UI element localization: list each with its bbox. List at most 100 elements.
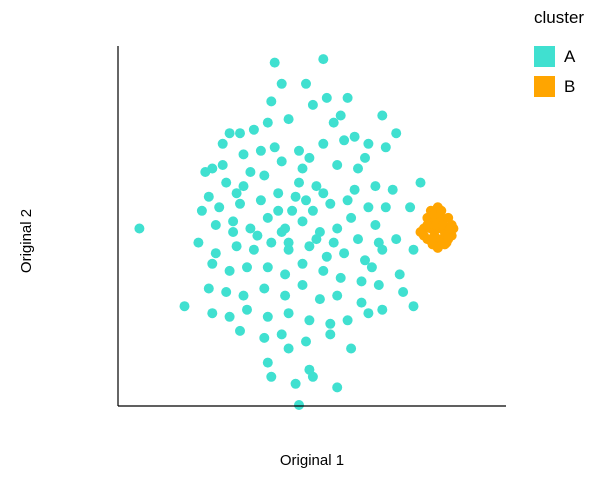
point-a-35	[370, 181, 381, 192]
series-b	[415, 202, 459, 253]
point-a-118	[287, 205, 298, 216]
point-a-105	[276, 329, 287, 340]
point-a-60	[193, 237, 204, 248]
point-a-4	[269, 57, 280, 68]
point-a-130	[380, 202, 391, 213]
point-a-5	[318, 54, 329, 65]
point-a-9	[307, 99, 318, 110]
point-a-93	[408, 301, 419, 312]
point-a-11	[377, 110, 388, 121]
point-a-124	[311, 234, 322, 245]
point-a-120	[273, 188, 284, 199]
point-a-17	[328, 117, 339, 128]
point-a-50	[228, 216, 239, 227]
point-a-71	[207, 258, 218, 269]
point-a-48	[196, 205, 207, 216]
point-a-36	[203, 191, 214, 202]
point-a-65	[283, 244, 294, 255]
point-a-41	[290, 191, 301, 202]
point-a-119	[301, 195, 311, 206]
point-a-136	[269, 142, 280, 153]
point-b-18	[415, 227, 426, 237]
point-b-24	[422, 220, 433, 230]
point-a-31	[297, 163, 308, 174]
point-a-113	[290, 378, 301, 389]
point-a-16	[283, 114, 294, 125]
point-a-72	[224, 265, 235, 276]
point-a-85	[259, 283, 270, 294]
point-a-47	[415, 177, 426, 188]
point-a-22	[255, 145, 266, 156]
point-a-133	[228, 227, 239, 237]
point-a-87	[297, 280, 308, 290]
legend-title: cluster	[534, 8, 584, 27]
point-a-117	[276, 227, 287, 237]
point-a-15	[262, 117, 273, 128]
point-a-52	[262, 212, 273, 223]
point-a-125	[252, 230, 263, 241]
point-a-109	[262, 357, 273, 368]
point-a-116	[294, 400, 304, 410]
point-a-26	[200, 167, 211, 177]
point-b-20	[436, 205, 447, 216]
point-a-79	[356, 276, 367, 287]
point-a-8	[266, 96, 277, 107]
point-a-97	[262, 311, 273, 322]
point-a-62	[231, 241, 242, 252]
point-a-138	[321, 92, 332, 103]
point-a-61	[210, 248, 221, 259]
point-b-31	[439, 239, 450, 250]
point-a-14	[235, 128, 245, 139]
point-a-18	[349, 131, 360, 142]
point-a-102	[363, 308, 374, 319]
point-a-56	[332, 223, 343, 234]
point-a-74	[262, 262, 273, 273]
point-a-43	[325, 198, 336, 209]
point-a-63	[248, 244, 259, 255]
point-a-42	[307, 205, 318, 216]
point-a-137	[304, 152, 315, 163]
point-a-86	[280, 290, 291, 301]
point-a-103	[235, 325, 245, 336]
point-a-13	[217, 138, 228, 149]
point-a-57	[353, 234, 363, 245]
point-a-134	[328, 237, 339, 248]
point-a-1	[179, 301, 190, 312]
point-b-28	[448, 223, 459, 234]
point-a-77	[318, 265, 329, 276]
point-a-73	[242, 262, 252, 273]
point-a-107	[325, 329, 336, 340]
point-a-122	[318, 188, 329, 199]
point-a-90	[356, 297, 367, 308]
point-a-140	[248, 124, 259, 135]
legend-swatch-b	[534, 76, 555, 97]
point-a-67	[321, 251, 332, 262]
point-a-82	[203, 283, 214, 294]
point-a-76	[297, 258, 308, 269]
point-a-110	[283, 343, 294, 354]
x-axis-label: Original 1	[280, 452, 344, 469]
point-a-91	[377, 304, 388, 315]
point-a-141	[360, 152, 370, 163]
point-a-0	[134, 223, 145, 234]
point-b-29	[425, 235, 436, 246]
point-a-69	[360, 255, 370, 266]
point-a-101	[342, 315, 353, 326]
point-a-98	[283, 308, 294, 319]
point-a-142	[231, 188, 242, 199]
point-a-49	[210, 220, 221, 230]
point-a-27	[221, 177, 232, 188]
point-a-114	[307, 371, 318, 382]
point-a-6	[276, 78, 287, 89]
point-a-131	[405, 202, 416, 213]
point-a-39	[255, 195, 266, 206]
point-a-89	[332, 290, 343, 301]
point-a-100	[325, 318, 336, 329]
point-a-19	[363, 138, 374, 149]
point-a-45	[370, 220, 381, 230]
point-a-68	[339, 248, 350, 259]
point-a-54	[297, 216, 308, 227]
point-a-25	[339, 135, 350, 146]
